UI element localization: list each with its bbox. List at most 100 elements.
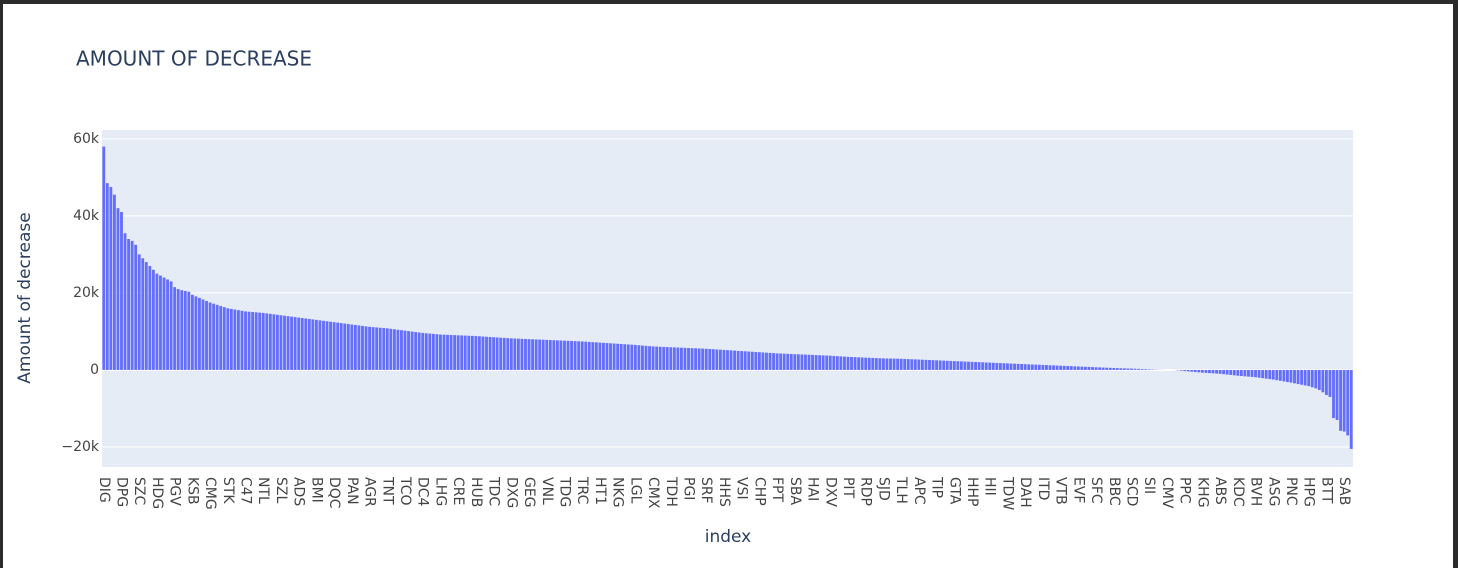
bar [545,339,549,370]
bar [825,355,829,370]
bar [949,360,953,370]
bar [488,336,492,370]
bar [665,347,669,370]
bar [286,316,290,370]
bar [931,360,935,370]
bar [970,361,974,370]
bar [1208,369,1211,374]
bar [708,348,712,370]
bar [1200,369,1204,373]
bar [761,352,765,370]
bar [555,340,559,370]
bar [375,327,379,370]
bar [201,299,205,370]
bar [892,358,896,370]
bar [1119,368,1123,370]
bar [835,356,839,370]
bar [963,361,967,370]
bar [1257,369,1261,378]
bar [651,346,655,370]
x-tick-label: TIP [929,476,945,498]
bar [293,317,297,370]
bar [658,346,662,370]
x-tick-label: DXG [503,477,519,508]
x-tick-label: BBC [1106,477,1122,506]
bar [456,335,460,370]
x-tick-label: TDC [486,476,502,506]
bar [633,344,637,370]
bar [180,290,184,370]
bar [1055,365,1059,370]
bar [520,338,524,370]
x-tick-label: PGV [167,477,183,506]
bar [102,146,106,370]
bar [722,349,726,370]
bar [843,356,846,370]
bar [956,361,960,370]
bar [1126,368,1130,370]
bar [1076,366,1080,370]
bar [704,348,708,370]
x-tick-label: SCD [1124,477,1140,506]
bar [871,357,875,370]
bar [1346,369,1350,436]
x-tick-label: CHP [751,477,767,506]
bar [392,329,396,370]
bar [478,336,481,370]
bar [991,362,995,370]
bar [591,342,595,370]
x-tick-label: CMV [1159,477,1175,509]
bar [276,314,279,370]
bar [463,335,467,370]
bar [1232,369,1236,376]
bar [453,335,457,370]
bar [1105,367,1109,370]
bar [733,350,737,370]
x-tick-label: VTB [1053,477,1069,505]
bar [151,269,155,370]
bar [602,342,605,370]
bar [428,333,432,370]
bar [279,315,283,370]
bar [757,352,761,370]
bar [743,351,747,370]
bar [424,333,428,370]
bar [1087,366,1091,370]
bar [1211,369,1215,374]
x-tick-label: ADS [291,477,307,506]
bar [1342,369,1346,432]
bar [1094,367,1098,370]
bar [1300,369,1304,385]
bar [779,353,783,370]
bar [389,328,393,370]
bar [251,312,255,370]
bar [1229,369,1233,375]
bar [998,363,1002,370]
bar [1013,363,1016,370]
bar [1045,365,1048,370]
bar [385,328,389,370]
bar [527,339,531,370]
x-tick-label: HAI [805,477,821,501]
bar [878,358,882,370]
bar [1254,369,1257,378]
bar [917,359,921,370]
x-tick-label: DXV [822,477,838,507]
bar [1112,368,1116,370]
bar [318,320,322,370]
bar [215,304,219,370]
bar [655,346,659,370]
bar [662,346,666,370]
bar [1317,369,1321,390]
bar [680,347,683,370]
bar [541,339,545,370]
bar [446,334,449,370]
x-tick-label: DPG [113,477,129,507]
x-tick-label: PNC [1283,477,1299,506]
bar [839,356,843,370]
bar [598,342,602,370]
bar [899,358,903,370]
bar [789,353,793,370]
bar [672,347,676,370]
bar [357,325,361,370]
